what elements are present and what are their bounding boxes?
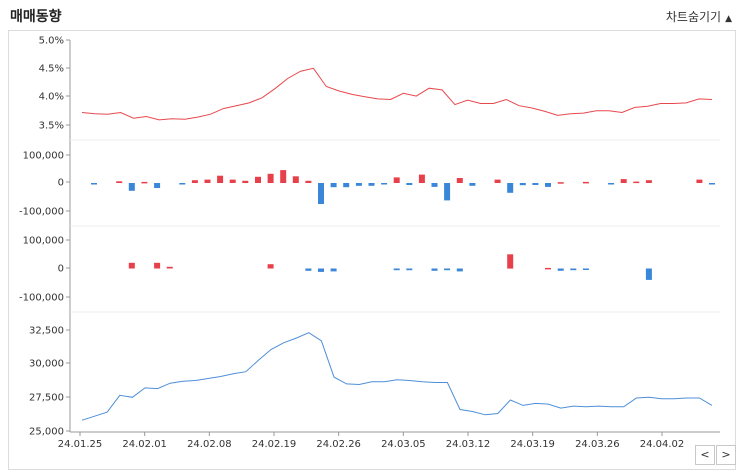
triangle-up-icon: ▲ [725,14,732,24]
hide-chart-toggle[interactable]: 차트숨기기 ▲ [666,8,732,25]
y-tick-label: 4.5% [39,64,64,75]
next-button[interactable]: > [716,445,736,465]
volume-bar-a [393,177,400,183]
volume-bar-b [393,268,400,271]
volume-bar-a [406,183,413,185]
y-tick-label: 25,000 [29,427,64,438]
y-tick-label: 32,500 [29,326,64,337]
x-tick-label: 24.03.19 [510,439,555,450]
volume-bar-a [217,175,224,183]
volume-bar-b [305,268,312,271]
x-tick-label: 24.02.01 [122,439,167,450]
volume-bar-a [355,183,362,186]
volume-bar-a [191,180,198,183]
volume-bar-a [255,176,261,183]
y-tick-label: 3.5% [39,121,64,132]
volume-bar-a [507,183,514,193]
volume-bar-b [267,264,274,269]
volume-bar-a [267,173,274,183]
volume-bar-a [557,182,564,184]
volume-bar-a [608,183,615,185]
x-tick-label: 24.03.05 [381,439,426,450]
volume-bar-b [330,268,337,272]
x-tick-label: 24.04.02 [640,439,685,450]
volume-bar-b [557,268,564,271]
volume-bar-b [582,268,589,270]
volume-bar-a [431,183,438,187]
volume-bar-a [116,181,123,183]
chart-panel [8,30,736,470]
volume-bar-a [545,183,551,187]
volume-bar-b [154,262,161,269]
volume-bar-a [141,181,148,184]
volume-bar-b [570,268,577,271]
x-tick-label: 24.03.26 [575,439,620,450]
volume-bar-a [204,179,211,183]
volume-bar-a [444,183,451,201]
volume-bar-a [179,183,186,185]
volume-bar-a [709,183,715,185]
x-tick-label: 24.03.12 [446,439,491,450]
volume-bar-a [456,178,463,183]
section-title: 매매동향 [10,9,62,25]
volume-bar-b [456,268,463,272]
volume-bar-a [343,183,350,188]
volume-bar-a [91,183,97,185]
volume-bar-a [381,183,388,185]
volume-bar-a [633,181,640,184]
volume-bar-a [280,170,287,183]
x-tick-label: 24.01.25 [58,439,103,450]
volume-bar-a [469,183,476,186]
volume-bar-a [532,183,539,185]
volume-bar-a [242,180,249,183]
x-tick-label: 24.02.08 [187,439,232,450]
volume-bar-b [645,268,652,280]
volume-bar-a [620,179,627,183]
volume-bar-a [368,183,375,186]
x-tick-label: 24.02.26 [316,439,361,450]
volume-bar-a [494,179,501,183]
volume-bar-b [166,266,173,269]
volume-bar-b [318,268,324,272]
y-tick-label: 100,000 [23,151,64,162]
volume-bar-a [154,183,161,188]
volume-bar-b [444,268,451,271]
volume-bar-a [318,183,324,204]
volume-bar-b [545,267,551,270]
volume-bar-a [696,179,703,183]
volume-bar-a [418,174,425,183]
y-tick-label: -100,000 [19,207,64,218]
hide-chart-label: 차트숨기기 [665,10,722,24]
volume-bar-a [128,183,135,191]
price-line [81,332,713,421]
volume-bar-a [229,179,236,183]
volume-bar-b [406,268,413,271]
y-tick-label: 4.0% [39,92,64,103]
volume-bar-a [305,180,312,183]
prev-button[interactable]: < [695,445,715,465]
volume-bar-a [582,181,589,184]
y-tick-label: 0 [58,264,64,275]
volume-bar-a [645,180,652,183]
volume-bar-b [128,262,135,269]
volume-bar-a [330,183,337,188]
volume-bar-b [507,254,514,269]
y-tick-label: 0 [58,178,64,189]
y-tick-label: 100,000 [23,236,64,247]
volume-bar-a [519,183,526,186]
volume-bar-a [292,176,299,183]
volume-bar-b [431,268,438,271]
y-tick-label: 27,500 [29,393,64,404]
y-tick-label: 30,000 [29,359,64,370]
y-tick-label: -100,000 [19,293,64,304]
rate-line [81,67,713,121]
y-tick-label: 5.0% [39,36,64,47]
x-tick-label: 24.02.19 [252,439,297,450]
